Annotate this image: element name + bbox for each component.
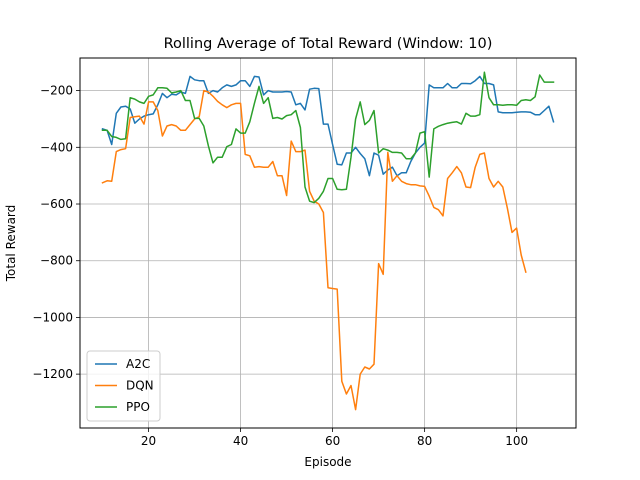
legend-label-dqn: DQN	[126, 379, 154, 393]
series-layer	[101, 71, 555, 411]
y-tick-label: −200	[40, 84, 73, 98]
plot-background	[80, 58, 576, 428]
plot-frame	[79, 57, 577, 429]
grid-lines	[80, 58, 576, 428]
y-tick-label: −600	[40, 197, 73, 211]
x-tick-label: 40	[233, 434, 248, 448]
x-axis-label: Episode	[304, 455, 351, 469]
chart-title: Rolling Average of Total Reward (Window:…	[164, 36, 493, 52]
legend-box	[86, 350, 161, 422]
y-tick-label: −1200	[32, 367, 73, 381]
y-tick-label: −1000	[32, 310, 73, 324]
series-line-a2c	[101, 75, 555, 177]
y-tick-label: −400	[40, 140, 73, 154]
x-tick-label: 80	[417, 434, 432, 448]
y-axis-label: Total Reward	[4, 205, 18, 283]
series-line-ppo	[101, 71, 555, 204]
legend: A2C DQN PPO	[86, 350, 161, 422]
x-tick-label: 100	[505, 434, 528, 448]
x-tick-label: 20	[141, 434, 156, 448]
y-tick-label: −800	[40, 254, 73, 268]
legend-label-a2c: A2C	[126, 357, 150, 371]
series-line-dqn	[101, 89, 527, 411]
axis-ticks: 20 40 60 80 100 −1200 −1000 −800 −600 −400 −200	[32, 84, 528, 448]
legend-label-ppo: PPO	[126, 400, 150, 414]
x-tick-label: 60	[325, 434, 340, 448]
